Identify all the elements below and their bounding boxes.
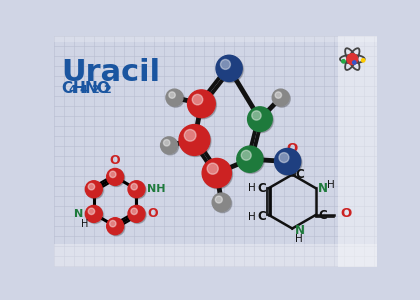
Text: O: O [340,207,352,220]
Circle shape [179,124,210,155]
Circle shape [203,160,233,189]
Circle shape [85,206,102,222]
Circle shape [88,208,95,214]
Text: NH: NH [147,184,166,194]
Circle shape [107,168,123,185]
Circle shape [189,91,216,119]
Text: O: O [147,207,158,220]
Text: C: C [257,210,266,223]
Circle shape [252,111,261,120]
Text: N: N [84,81,97,96]
Circle shape [188,90,215,118]
Circle shape [108,219,125,236]
Circle shape [85,181,102,198]
Text: H: H [248,212,256,222]
Circle shape [87,207,103,224]
Text: O: O [96,81,109,96]
Circle shape [128,206,145,222]
Circle shape [87,182,103,199]
Circle shape [129,207,146,224]
Circle shape [108,169,125,187]
Circle shape [275,148,301,175]
Text: H: H [73,81,86,96]
Circle shape [213,194,232,213]
Text: O: O [286,142,298,155]
Text: N: N [318,182,328,195]
Circle shape [88,184,95,190]
Text: N: N [74,209,83,219]
Circle shape [275,92,281,98]
Circle shape [160,137,178,154]
Text: H: H [327,180,335,190]
Circle shape [169,92,175,98]
Circle shape [129,182,146,199]
Circle shape [110,171,116,178]
Circle shape [207,163,218,174]
Text: C: C [257,182,266,195]
Text: C: C [61,81,72,96]
Circle shape [342,60,345,63]
Circle shape [167,90,184,107]
Text: C: C [295,168,304,181]
Bar [54,36,377,42]
Circle shape [237,146,263,172]
Circle shape [215,196,222,203]
Circle shape [249,108,273,133]
Circle shape [272,89,289,106]
Circle shape [131,208,137,214]
Circle shape [276,150,302,176]
Circle shape [184,130,196,141]
Text: O: O [110,154,121,167]
Circle shape [248,107,272,131]
Circle shape [273,90,290,107]
Circle shape [220,59,231,69]
Circle shape [238,147,264,173]
Circle shape [347,54,358,64]
Circle shape [362,58,365,62]
Text: H: H [294,234,302,244]
Circle shape [131,184,137,190]
Circle shape [212,193,231,212]
Text: 2: 2 [91,85,99,94]
Bar [339,36,377,267]
Text: 4: 4 [80,85,88,94]
Circle shape [110,220,116,227]
Text: C: C [319,208,328,221]
Text: Uracil: Uracil [61,58,160,87]
Circle shape [217,56,243,82]
Text: H: H [81,219,88,229]
Text: 2: 2 [103,85,110,94]
Circle shape [166,89,183,106]
Circle shape [162,138,178,155]
Circle shape [128,181,145,198]
Bar [54,244,377,267]
Text: H: H [248,183,256,193]
Circle shape [180,126,211,157]
Circle shape [107,218,123,235]
Circle shape [241,150,251,160]
Circle shape [279,153,289,163]
Circle shape [353,61,356,64]
Circle shape [192,94,203,105]
Circle shape [163,140,170,146]
Text: 4: 4 [68,85,76,94]
Text: N: N [294,224,304,236]
Circle shape [216,55,242,81]
Circle shape [202,158,231,188]
